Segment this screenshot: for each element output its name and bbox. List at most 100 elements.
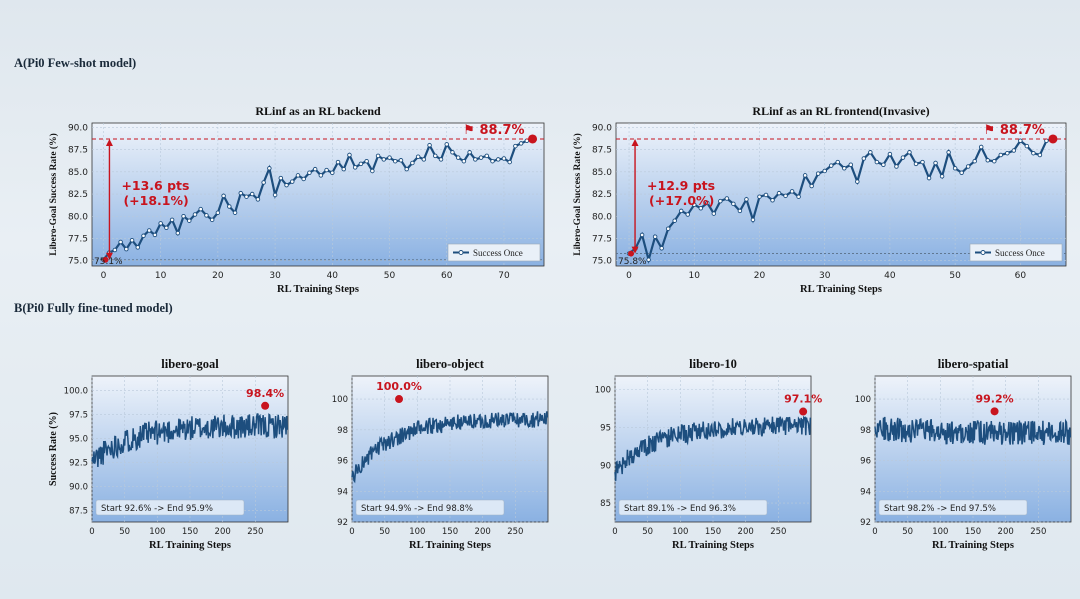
data-point (421, 157, 427, 162)
data-point (815, 171, 821, 176)
legend-box (969, 243, 1063, 262)
gain-arrowhead-up (105, 138, 113, 146)
y-tick-label: 98 (337, 426, 348, 436)
y-tick-label: 92 (337, 518, 348, 528)
data-point (324, 167, 329, 173)
y-tick-label: 100 (595, 386, 611, 396)
data-point (501, 156, 507, 161)
x-axis-label: RL Training Steps (932, 540, 1014, 551)
data-point (495, 157, 501, 162)
x-tick-label: 20 (754, 271, 766, 281)
data-point (175, 230, 181, 236)
data-point (141, 233, 146, 239)
data-point (776, 190, 782, 196)
data-point (665, 226, 671, 231)
data-point (763, 192, 769, 198)
peak-marker (395, 395, 404, 404)
data-point (490, 158, 495, 164)
x-tick-label: 150 (182, 527, 198, 537)
data-point (261, 180, 266, 185)
x-axis-label: RL Training Steps (149, 540, 231, 551)
data-point (861, 156, 867, 161)
x-tick-label: 250 (507, 527, 523, 537)
data-point (1005, 150, 1010, 156)
chart-title: RLinf as an RL backend (255, 104, 381, 118)
gain-arrowhead-down (631, 246, 639, 254)
x-tick-label: 10 (689, 271, 701, 281)
data-point (450, 150, 455, 155)
peak-marker (799, 407, 808, 416)
y-tick-label: 85 (600, 499, 611, 509)
data-point (933, 160, 938, 166)
y-tick-label: 80.0 (592, 212, 612, 222)
data-point (244, 194, 249, 199)
legend-marker (458, 250, 464, 255)
data-point (238, 190, 244, 196)
data-point (900, 155, 906, 160)
x-tick-label: 50 (119, 527, 130, 537)
x-tick-label: 70 (498, 271, 510, 281)
start-end-note: Start 89.1% -> End 96.3% (624, 504, 736, 514)
data-point (461, 158, 467, 164)
data-point (318, 173, 324, 178)
data-point (404, 166, 409, 172)
data-point (652, 234, 658, 239)
data-point (255, 197, 261, 202)
data-point (809, 183, 814, 189)
chart-libero-10: 85 90 95 100 0 50 100 150 200 250 libero-10 RL Trai… (595, 357, 822, 551)
legend-label: Success Once (995, 248, 1045, 258)
gain-label: +13.6 pts (121, 178, 189, 193)
data-point (455, 155, 461, 160)
y-tick-label: 90.0 (69, 482, 88, 492)
x-tick-label: 250 (770, 527, 786, 537)
chart-libero-goal: 87.5 90.0 92.5 95.0 97.5 100.0 0 50 100 150 200 250… (48, 357, 289, 551)
data-point (855, 179, 860, 184)
x-tick-label: 150 (965, 527, 981, 537)
gain-arrowhead-down (105, 252, 113, 260)
peak-marker (261, 401, 270, 410)
x-tick-label: 40 (327, 271, 339, 281)
x-tick-label: 150 (442, 527, 458, 537)
gain-percent-label: (+18.1%) (123, 193, 188, 208)
data-point (1031, 150, 1036, 156)
peak-marker (1048, 134, 1058, 144)
start-end-box (618, 499, 768, 516)
data-point (198, 206, 203, 212)
y-tick-label: 100 (332, 395, 348, 405)
data-point (375, 153, 381, 159)
data-point (789, 189, 795, 194)
chart-title: RLinf as an RL frontend(Invasive) (752, 104, 929, 118)
data-point (204, 213, 209, 218)
data-point (398, 158, 404, 163)
x-tick-label: 0 (101, 271, 107, 281)
data-point (341, 166, 346, 172)
data-point (352, 165, 358, 170)
data-point (124, 246, 129, 252)
start-value-label: 75.1% (94, 257, 123, 267)
data-point (796, 194, 801, 199)
x-tick-label: 20 (212, 271, 224, 281)
x-tick-label: 50 (642, 527, 653, 537)
data-point (330, 170, 335, 175)
data-point (215, 210, 221, 215)
data-point (347, 152, 352, 158)
start-value-label: 75.8% (618, 257, 647, 267)
x-tick-label: 100 (149, 527, 165, 537)
data-point (718, 198, 723, 204)
x-axis-label: RL Training Steps (409, 540, 491, 551)
data-point (284, 182, 289, 188)
x-tick-label: 0 (872, 527, 877, 537)
data-point (1011, 148, 1017, 153)
x-tick-label: 0 (626, 271, 632, 281)
x-tick-label: 50 (902, 527, 913, 537)
y-tick-label: 98 (860, 426, 871, 436)
x-tick-label: 150 (705, 527, 721, 537)
data-point (181, 214, 186, 219)
data-point (646, 257, 651, 263)
data-point (750, 217, 756, 223)
data-point (164, 225, 169, 231)
data-point (381, 157, 387, 162)
chart-libero-object: 92 94 96 98 100 0 50 100 150 200 250 libero-object R… (332, 357, 549, 551)
start-marker (628, 250, 635, 257)
chart-rl-frontend: 75.0 77.5 80.0 82.5 85.0 87.5 90.0 0 10 20 30 40 50 6… (572, 104, 1067, 295)
